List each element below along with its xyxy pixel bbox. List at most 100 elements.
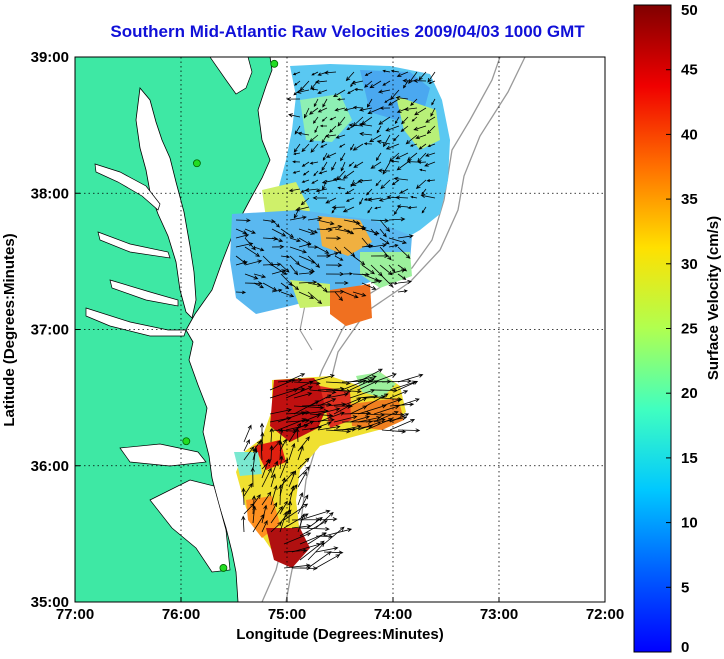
y-tick-label: 37:00 [31,322,69,339]
velocity-arrow [369,134,382,143]
velocity-arrow [349,405,368,415]
velocity-arrow [280,291,295,298]
velocity-arrow [406,159,418,164]
velocity-arrow [349,397,368,407]
velocity-arrow [417,160,427,164]
velocity-arrow [322,98,328,108]
x-tick-label: 75:00 [268,606,306,623]
velocity-arrow [289,264,299,276]
velocity-arrow [341,424,362,431]
velocity-arrow [325,263,343,268]
x-tick-label: 77:00 [56,606,94,623]
colorbar-tick-label: 15 [681,450,698,467]
velocity-arrow [414,107,427,116]
velocity-arrow [337,116,346,127]
velocity-arrow [292,160,301,164]
velocity-arrow [253,282,265,289]
radar-station-marker [192,159,201,168]
velocity-arrow [345,188,355,195]
radar-stations [182,59,279,572]
x-tick-label: 73:00 [480,606,518,623]
velocity-arrow [361,244,374,249]
colorbar-tick-label: 35 [681,191,698,208]
velocity-arrow [322,152,328,161]
velocity-arrow [235,242,254,248]
velocity-arrow [297,436,310,452]
x-axis-label: Longitude (Degrees:Minutes) [236,626,444,643]
velocity-arrow [312,116,319,124]
velocity-arrow [314,125,319,134]
velocity-arrow [311,71,319,76]
velocity-arrow [316,253,332,259]
colorbar-tick-label: 20 [681,385,698,402]
velocity-arrow [365,188,373,196]
velocity-arrow [352,105,364,110]
velocity-arrow [270,505,283,524]
velocity-arrow [353,87,364,92]
velocity-arrow [339,143,346,148]
velocity-arrow [420,193,436,199]
velocity-arrow [349,415,370,423]
velocity-arrow [270,521,283,533]
velocity-arrow [359,131,373,137]
colorbar-tick-label: 30 [681,256,698,273]
velocity-arrow [283,532,312,545]
velocity-arrow [426,179,436,183]
velocity-arrow [365,412,385,417]
velocity-arrow [307,291,323,305]
velocity-arrow [298,270,314,276]
velocity-arrow [381,379,412,384]
velocity-arrow [367,197,382,202]
velocity-arrow [279,458,289,479]
colorbar-tick-label: 0 [681,639,689,656]
velocity-arrow [269,388,299,399]
velocity-arrow [357,380,379,391]
velocity-arrow [280,255,291,259]
velocity-arrow [288,188,301,193]
velocity-arrow [278,440,283,461]
velocity-arrow [357,178,373,184]
velocity-arrow [395,195,409,200]
y-axis-ticks: 35:00 36:00 37:00 38:00 39:00 [31,49,80,611]
velocity-arrow [297,445,304,461]
velocity-arrow [379,228,387,238]
y-axis-label: Latitude (Degrees:Minutes) [1,233,18,426]
velocity-arrow [288,422,302,443]
velocity-arrow [397,428,421,433]
velocity-arrow [316,282,328,293]
velocity-arrow [333,415,358,423]
velocity-arrow [289,237,301,243]
velocity-arrow [388,268,406,275]
velocity-arrow [389,419,416,431]
velocity-arrow [301,161,310,167]
velocity-arrow [397,373,424,383]
velocity-arrow [279,511,288,533]
velocity-arrow [374,206,382,210]
velocity-arrow [277,418,307,431]
velocity-arrow [298,228,316,235]
velocity-arrow [382,69,391,73]
velocity-arrow [308,107,319,115]
velocity-arrow [334,255,344,261]
velocity-arrow [280,264,290,273]
velocity-arrow [307,216,323,221]
velocity-arrow [243,424,252,443]
velocity-arrow [411,116,418,122]
velocity-arrow [377,89,391,94]
velocity-arrow [271,288,283,293]
velocity-arrow [297,471,307,488]
velocity-arrow [334,291,343,302]
velocity-arrow [309,394,332,407]
velocity-arrow [313,98,319,108]
velocity-arrow [364,80,373,88]
velocity-arrow [400,125,409,132]
velocity-arrow [333,89,346,98]
velocity-arrow [357,416,382,423]
velocity-arrow [298,242,312,248]
velocity-arrow [334,246,342,255]
velocity-arrow [317,386,345,391]
velocity-arrow [252,513,265,533]
velocity-arrow [317,89,328,94]
velocity-arrow [325,197,337,204]
